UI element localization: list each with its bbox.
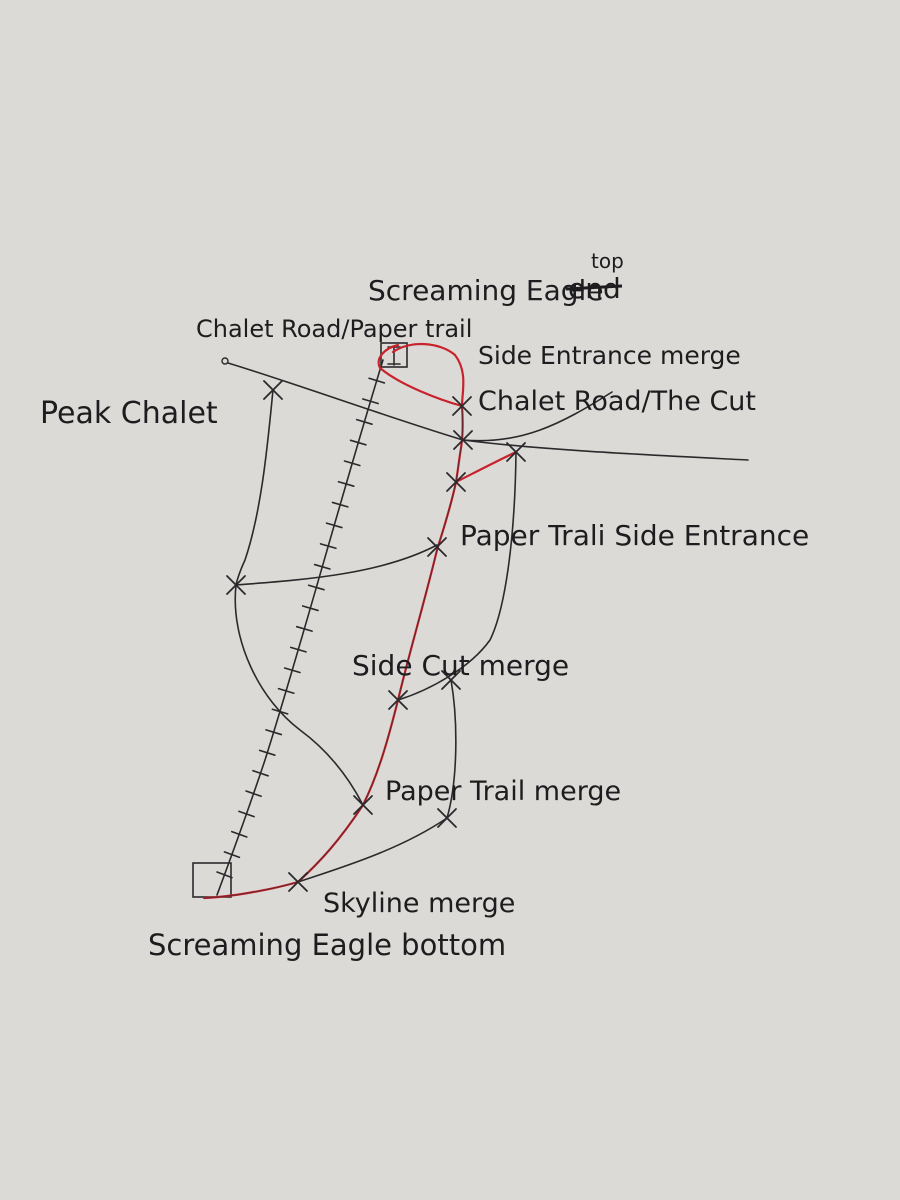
lift-tick [238,810,255,818]
lift-tick [301,605,319,612]
lift-tick [313,563,331,570]
junction-x-marker [452,396,472,416]
label-screaming-eagle-bottom: Screaming Eagle bottom [148,928,506,962]
label-side-cut-merge: Side Cut merge [352,649,569,682]
junction-x-marker [388,690,408,710]
top-word: top [591,249,624,273]
lift-tick [230,830,248,838]
peak-chalet-marker [221,357,229,365]
label-paper-trail-side-entrance: Paper Trali Side Entrance [460,519,809,552]
lift-bottom-station-box [192,862,232,898]
lift-tick [216,871,233,879]
junction-markers [226,380,526,892]
label-skyline-merge: Skyline merge [323,888,515,919]
junction-x-marker [506,442,526,462]
lift-tick [277,687,295,695]
label-peak-chalet: Peak Chalet [40,396,218,431]
lift-tick [265,729,283,736]
lift-tick [252,769,269,777]
lift-tick [258,749,276,756]
lift-line [216,359,386,896]
junction-x-marker [437,808,457,828]
lift-tick [343,460,361,467]
label-screaming-eagle: Screaming Eagle [368,274,604,307]
junction-x-marker [427,537,447,557]
junction-x-marker [353,795,373,815]
lift-tick [368,377,386,384]
label-paper-trail-merge: Paper Trail merge [385,776,621,807]
lift-tick [245,790,262,798]
lift-tick [319,543,337,550]
lift-tick [362,398,379,405]
red-route-loop [377,342,465,408]
lift-tick [331,501,349,508]
the-cut-line [462,391,613,442]
left-trail-line [234,389,364,806]
junction-x-marker [446,472,466,492]
junction-x-marker [288,872,308,892]
side-entrance-connector-line [235,544,438,586]
junction-x-marker [441,670,461,690]
lift-tick [325,522,343,529]
side-cut-line [397,451,517,701]
lift-tick [349,439,367,446]
lift-tick [223,851,241,859]
junction-x-marker [453,430,473,450]
label-chalet-road-the-cut: Chalet Road/The Cut [478,386,756,417]
lift-tick [283,667,301,674]
label-side-entrance-merge: Side Entrance merge [478,341,741,370]
strike-through-mark [565,284,623,291]
top-annotation: end top [565,249,624,305]
lift-tick [355,418,373,425]
lift-tick [337,480,355,487]
junction-x-marker [263,380,283,400]
lift-tick [295,625,313,632]
junction-x-marker [226,575,246,595]
lift-tick [307,584,325,591]
lift-tick [289,646,307,653]
label-chalet-road-paper-trail: Chalet Road/Paper trail [196,315,472,343]
